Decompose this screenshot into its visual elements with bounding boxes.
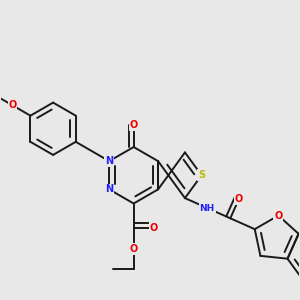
Text: O: O: [130, 244, 138, 254]
Text: O: O: [235, 194, 243, 204]
Text: O: O: [150, 223, 158, 233]
Text: O: O: [8, 100, 16, 110]
Text: NH: NH: [200, 203, 215, 212]
Text: O: O: [274, 211, 283, 220]
Text: N: N: [105, 156, 113, 166]
Text: N: N: [105, 184, 113, 194]
Text: O: O: [130, 120, 138, 130]
Text: S: S: [198, 170, 205, 180]
